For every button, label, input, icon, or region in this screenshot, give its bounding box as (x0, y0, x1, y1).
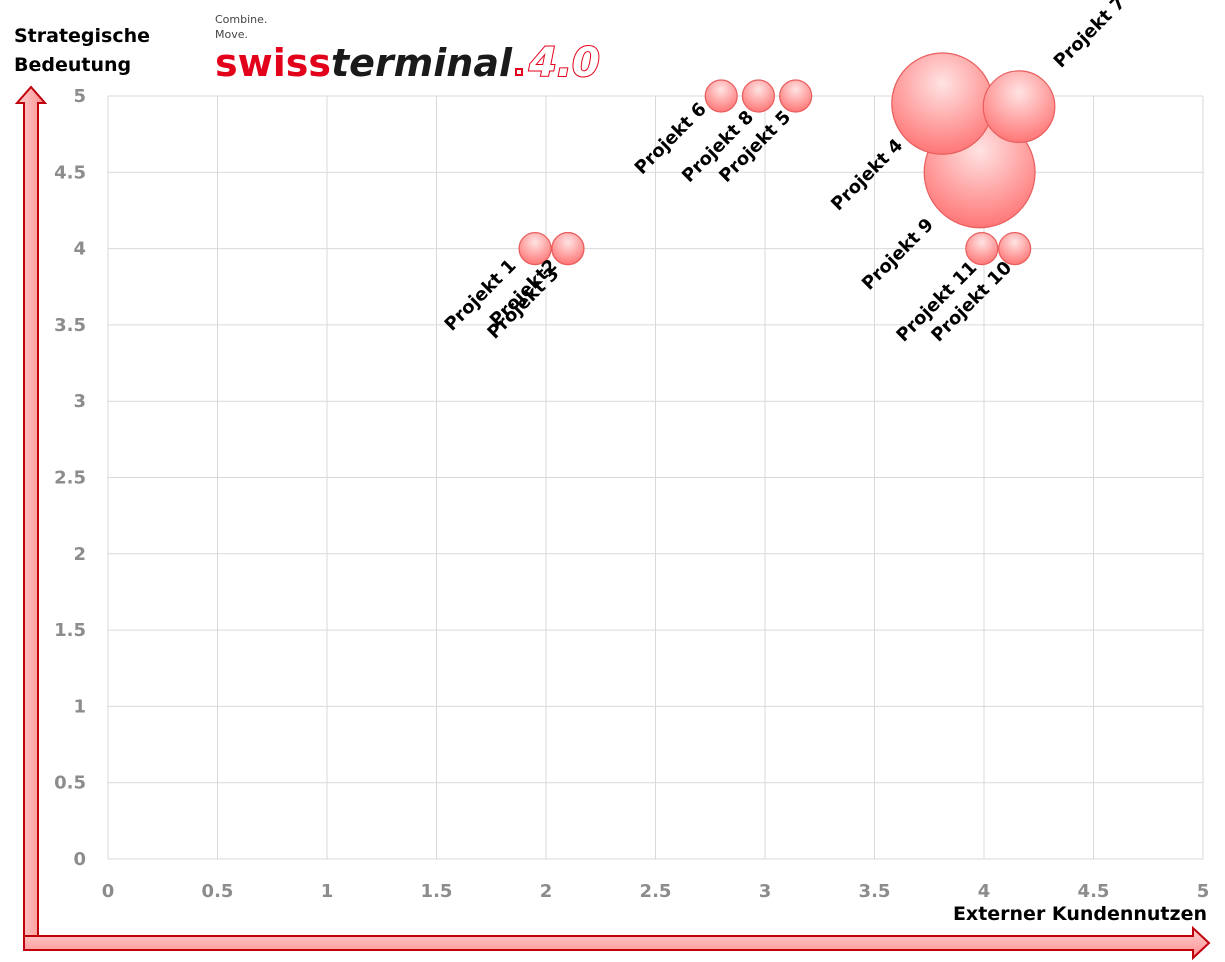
y-tick-label: 4.5 (54, 162, 86, 183)
x-tick-label: 3 (759, 881, 772, 902)
y-tick-label: 0.5 (54, 773, 86, 794)
y-tick-label: 1.5 (54, 620, 86, 641)
y-tick-label: 2 (73, 544, 86, 565)
x-tick-labels: 0 0.5 1 1.5 2 2.5 3 3.5 4 4.5 5 (102, 881, 1210, 902)
bubble (982, 70, 1056, 144)
bubble (741, 79, 776, 113)
x-tick-label: 4.5 (1078, 881, 1110, 902)
bubble (704, 79, 738, 113)
y-tick-label: 2.5 (54, 468, 86, 489)
y-axis-title: Strategische Bedeutung (14, 22, 150, 80)
y-axis-arrow (14, 85, 48, 951)
x-tick-label: 2 (540, 881, 553, 902)
logo-version: 4.0 (528, 39, 601, 87)
y-tick-label: 5 (73, 86, 86, 107)
x-tick-label: 3.5 (859, 881, 891, 902)
logo-tagline-combine: Combine. (215, 13, 268, 26)
bubble-label: Projekt 4 (827, 135, 907, 215)
x-axis-arrow (23, 925, 1211, 961)
bubble (891, 52, 994, 155)
y-tick-labels: 0 0.5 1 1.5 2 2.5 3 3.5 4 4.5 5 (54, 86, 86, 870)
x-tick-label: 1.5 (421, 881, 453, 902)
bubble (779, 79, 813, 113)
logo-word-swiss: swiss (215, 41, 331, 85)
x-tick-label: 4 (978, 881, 991, 902)
swissterminal-logo: Combine. Move. swissterminal 4.0 (215, 12, 601, 87)
x-tick-label: 1 (321, 881, 334, 902)
logo-tagline-move: Move. (215, 28, 248, 41)
bubble-label: Projekt 7 (1050, 0, 1130, 72)
y-tick-label: 1 (73, 696, 86, 717)
logo-word-terminal: terminal (331, 41, 513, 85)
y-axis-title-line2: Bedeutung (14, 54, 132, 76)
bubble-label: Projekt 9 (858, 214, 938, 294)
bubbles (518, 52, 1056, 266)
y-tick-label: 4 (73, 239, 86, 260)
logo-square-icon (515, 68, 524, 76)
y-axis-title-line1: Strategische (14, 25, 151, 47)
bubble (965, 232, 999, 266)
y-tick-label: 3 (73, 391, 86, 412)
y-tick-label: 3.5 (54, 315, 86, 336)
grid-lines (107, 95, 1204, 860)
bubble (518, 232, 552, 266)
x-tick-label: 0.5 (202, 881, 234, 902)
x-tick-label: 2.5 (640, 881, 672, 902)
logo-wordmark: swissterminal 4.0 (215, 39, 601, 87)
x-tick-label: 0 (102, 881, 115, 902)
y-tick-label: 0 (73, 849, 86, 870)
x-tick-label: 5 (1197, 881, 1210, 902)
x-axis-title: Externer Kundennutzen (952, 903, 1207, 925)
bubble (551, 232, 585, 266)
bubble (998, 232, 1032, 266)
